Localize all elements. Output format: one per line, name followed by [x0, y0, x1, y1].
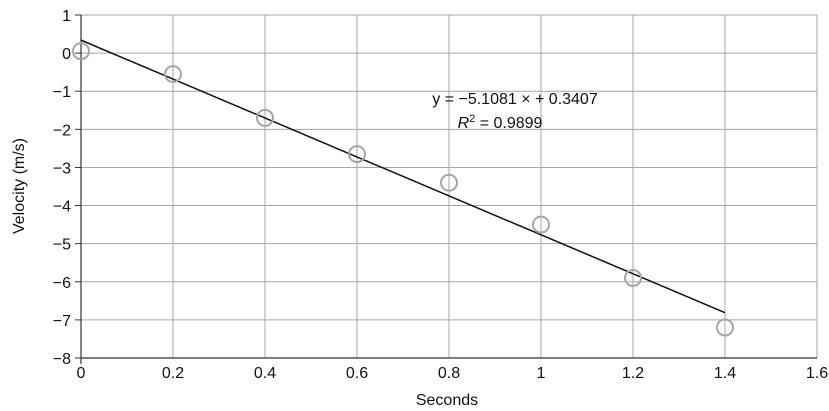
grid — [81, 14, 818, 359]
y-axis-label: Velocity (m/s) — [11, 138, 28, 234]
x-tick-label: 1.6 — [806, 365, 828, 382]
x-axis-label: Seconds — [416, 392, 478, 409]
data-point — [624, 268, 642, 287]
data-point — [348, 145, 366, 164]
y-tick-label: 0 — [62, 46, 71, 63]
data-point — [256, 108, 274, 127]
x-tick-label: 0.4 — [254, 365, 276, 382]
data-points — [72, 42, 734, 337]
y-tick-label: −7 — [53, 313, 71, 330]
y-tick-label: −5 — [53, 237, 71, 254]
r-squared-label: R2 = 0.9899 — [458, 113, 543, 132]
y-tick-label: −8 — [53, 351, 71, 368]
data-point — [440, 173, 458, 192]
data-point — [532, 215, 550, 234]
x-tick-label: 0 — [77, 365, 86, 382]
trendline-equation: y = −5.1081 × + 0.3407 — [432, 91, 598, 108]
trendline — [80, 39, 726, 314]
y-tick-label: −4 — [53, 199, 71, 216]
x-tick-label: 0.6 — [346, 365, 368, 382]
data-point — [716, 318, 734, 337]
y-tick-label: −2 — [53, 122, 71, 139]
r2-value: = 0.9899 — [475, 115, 542, 132]
x-tick-label: 0.2 — [162, 365, 184, 382]
data-point — [164, 65, 182, 84]
x-tick-label: 1.4 — [714, 365, 736, 382]
y-tick-label: 1 — [62, 8, 71, 25]
data-point — [72, 42, 90, 61]
x-tick-label: 0.8 — [438, 365, 460, 382]
r2-symbol: R — [458, 115, 470, 132]
y-tick-label: −6 — [53, 275, 71, 292]
y-tick-label: −3 — [53, 160, 71, 177]
y-tick-label: −1 — [53, 84, 71, 101]
x-tick-label: 1.2 — [622, 365, 644, 382]
x-tick-label: 1 — [537, 365, 546, 382]
y-tick-labels: 1 0 −1 −2 −3 −4 −5 −6 −7 −8 — [53, 8, 71, 368]
r2-superscript: 2 — [469, 113, 475, 125]
axes — [75, 14, 817, 364]
x-tick-labels: 0 0.2 0.4 0.6 0.8 1 1.2 1.4 1.6 — [77, 365, 829, 382]
